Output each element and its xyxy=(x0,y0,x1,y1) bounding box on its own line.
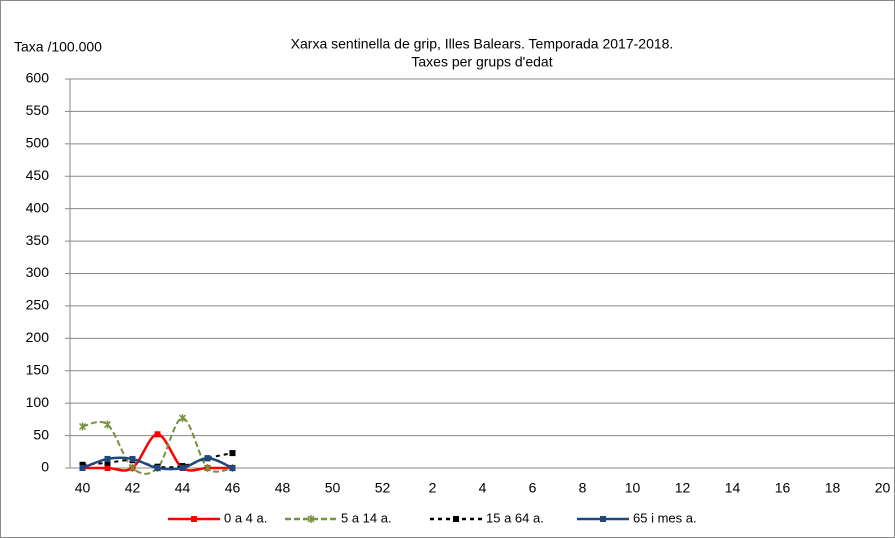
marker xyxy=(179,465,186,471)
marker xyxy=(453,516,459,522)
y-tick-label: 100 xyxy=(26,394,50,410)
y-tick-label: 450 xyxy=(26,167,50,183)
marker xyxy=(104,455,111,462)
x-tick-label: 10 xyxy=(625,480,641,496)
y-tick-label: 400 xyxy=(26,199,50,215)
x-tick-label: 2 xyxy=(429,480,437,496)
y-tick-label: 50 xyxy=(33,426,49,442)
x-tick-label: 48 xyxy=(275,480,291,496)
x-tick-label: 52 xyxy=(375,480,391,496)
marker xyxy=(129,455,136,462)
marker xyxy=(600,516,606,522)
marker xyxy=(104,465,111,471)
marker xyxy=(128,464,137,472)
y-tick-label: 500 xyxy=(26,135,50,151)
y-tick-label: 350 xyxy=(26,232,50,248)
marker xyxy=(78,422,87,431)
legend-label: 65 i mes a. xyxy=(633,510,697,525)
marker xyxy=(103,420,112,429)
x-tick-label: 40 xyxy=(75,480,91,496)
x-tick-label: 4 xyxy=(479,480,487,496)
marker xyxy=(229,450,236,457)
y-tick-label: 150 xyxy=(26,361,50,377)
marker xyxy=(204,455,211,462)
x-tick-label: 20 xyxy=(875,480,891,496)
y-tick-label: 250 xyxy=(26,297,50,313)
marker xyxy=(154,465,161,471)
marker xyxy=(178,414,187,423)
marker xyxy=(229,465,236,471)
marker xyxy=(191,516,197,522)
legend-label: 0 a 4 a. xyxy=(224,510,267,525)
x-tick-label: 6 xyxy=(529,480,537,496)
x-tick-label: 42 xyxy=(125,480,141,496)
x-tick-label: 50 xyxy=(325,480,341,496)
x-tick-label: 8 xyxy=(579,480,587,496)
x-tick-label: 14 xyxy=(725,480,741,496)
y-tick-label: 300 xyxy=(26,264,50,280)
y-tick-label: 600 xyxy=(26,70,50,86)
marker xyxy=(154,431,161,438)
y-tick-label: 200 xyxy=(26,329,50,345)
x-tick-label: 12 xyxy=(675,480,691,496)
x-tick-label: 46 xyxy=(225,480,241,496)
marker xyxy=(203,464,212,472)
legend-label: 5 a 14 a. xyxy=(341,510,392,525)
y-axis-label: Taxa /100.000 xyxy=(14,39,102,55)
marker xyxy=(79,461,86,468)
marker xyxy=(307,515,315,523)
legend-label: 15 a 64 a. xyxy=(486,510,544,525)
marker xyxy=(79,465,86,471)
y-tick-label: 0 xyxy=(41,459,49,475)
marker xyxy=(104,459,111,466)
y-tick-label: 550 xyxy=(26,102,50,118)
x-tick-label: 18 xyxy=(825,480,841,496)
x-tick-label: 16 xyxy=(775,480,791,496)
chart-title: Xarxa sentinella de grip, Illes Balears.… xyxy=(291,36,674,52)
x-tick-label: 44 xyxy=(175,480,191,496)
chart-subtitle: Taxes per grups d'edat xyxy=(411,54,552,70)
